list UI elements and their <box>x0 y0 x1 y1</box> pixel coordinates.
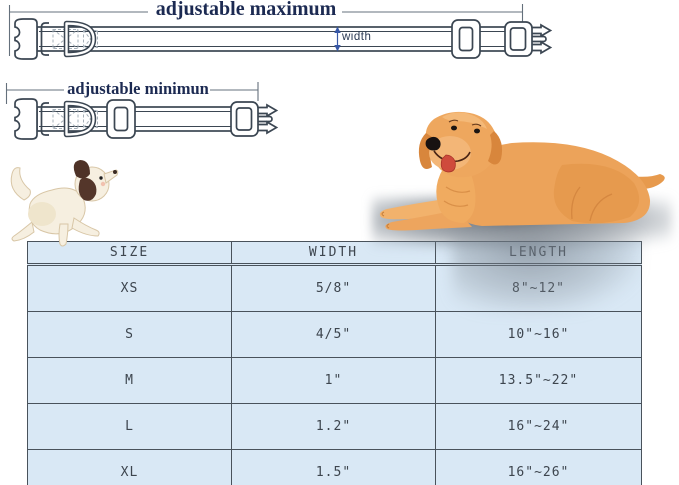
buckle-female-icon <box>14 18 98 60</box>
length-cell: 10"~16" <box>435 311 642 358</box>
length-cell: 13.5"~22" <box>435 357 642 404</box>
puppy-nose <box>113 170 117 174</box>
width-cell: 1.5" <box>231 449 436 485</box>
width-cell: 4/5" <box>231 311 436 358</box>
adjustable-minimum-label: adjustable minimun <box>67 79 209 98</box>
max-dimension-line <box>8 4 524 56</box>
puppy-face-patch <box>78 177 97 201</box>
width-cell: 5/8" <box>231 264 436 312</box>
puppy-tail <box>10 167 31 201</box>
puppy-eye <box>99 176 103 180</box>
puppy-blush <box>100 181 106 187</box>
table-row: M 1" 13.5"~22" <box>27 357 642 404</box>
width-label: width <box>342 31 372 43</box>
dog-eye <box>451 125 457 131</box>
length-cell: 16"~26" <box>435 449 642 485</box>
size-cell: XL <box>27 449 232 485</box>
length-cell: 8"~12" <box>435 264 642 312</box>
collar-strap-max <box>36 26 509 52</box>
table-row: XS 5/8" 8"~12" <box>27 264 642 312</box>
size-cell: XS <box>27 264 232 312</box>
buckle-male-icon <box>230 101 278 137</box>
width-arrow-icon <box>334 26 341 52</box>
dog-ear <box>488 131 503 165</box>
dog-nose <box>425 136 441 151</box>
size-cell: M <box>27 357 232 404</box>
puppy-hind-leg <box>11 221 35 242</box>
buckle-male-icon <box>504 21 552 57</box>
tri-glide-slider-icon <box>106 99 136 139</box>
width-cell: 1.2" <box>231 403 436 450</box>
dog-tongue <box>440 154 456 173</box>
min-dimension-line <box>5 82 259 104</box>
table-row: S 4/5" 10"~16" <box>27 311 642 358</box>
size-cell: L <box>27 403 232 450</box>
length-cell: 16"~24" <box>435 403 642 450</box>
table-row: XL 1.5" 16"~26" <box>27 449 642 485</box>
width-cell: 1" <box>231 357 436 404</box>
tri-glide-slider-icon <box>451 19 481 59</box>
table-row: L 1.2" 16"~24" <box>27 403 642 450</box>
dog-eye <box>474 128 480 134</box>
small-dog-illustration <box>10 160 119 247</box>
dog-mouth <box>433 150 471 163</box>
size-cell: S <box>27 311 232 358</box>
adjustable-maximum-label: adjustable maximum <box>155 0 337 20</box>
puppy-front-leg <box>71 217 100 237</box>
size-table: SIZE WIDTH LENGTH XS 5/8" 8"~12" S 4/5" … <box>27 241 642 485</box>
puppy-ear <box>73 160 90 179</box>
d-ring-icon <box>63 20 97 58</box>
collar-diagram-svg <box>5 4 552 170</box>
puppy-front-leg <box>58 223 69 247</box>
